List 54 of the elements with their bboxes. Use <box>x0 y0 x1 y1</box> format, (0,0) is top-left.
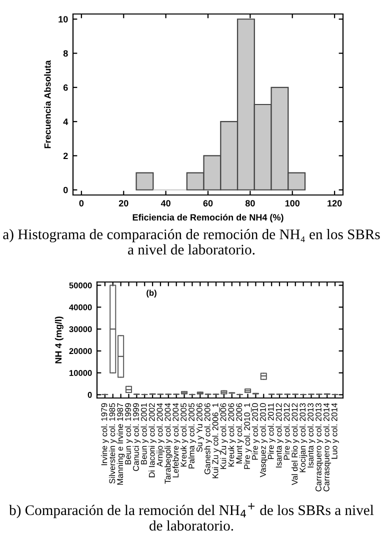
y-axis-title: NH 4 (mg/l) <box>54 316 64 364</box>
x-tick-label: Ganesh y col. 2006 <box>204 403 212 474</box>
y-tick-label: 20000 <box>69 348 92 354</box>
x-tick-label: Di Iaconi y col. 2002 <box>148 403 156 478</box>
x-tick-label: Carrasquero y col. 2013 <box>315 403 324 492</box>
annotation: (b) <box>146 290 156 298</box>
y-tick-label: 6 <box>63 84 68 91</box>
x-tick-label: Silverstein y col. 1985 <box>108 403 117 484</box>
x-tick-label: 120 <box>328 200 342 206</box>
y-tick-label: 8 <box>63 50 68 57</box>
x-tick-label: Kreuk y col. 2006 <box>228 403 236 467</box>
x-tick-label: 80 <box>245 200 255 206</box>
y-tick-label: 10000 <box>69 370 92 376</box>
x-tick-label: Irvine y col. 1979 <box>101 403 109 466</box>
x-tick-label: Val del Rio y col. 2012 <box>292 403 300 486</box>
x-tick-label: Beun y col. 1999 <box>124 403 133 464</box>
text: a) Histograma de comparación de remoción de NH₄ en los SBRs a nivel de laboratorio. <box>3 229 380 255</box>
x-tick-label: 60 <box>203 200 213 206</box>
x-tick-label: Pire y col. 2010 <box>252 403 260 460</box>
x-tick-label: Beun y col. 2001 <box>140 403 148 464</box>
x-tick-label: 20 <box>118 200 128 206</box>
x-tick-label: Palma y col. 2005 <box>188 403 196 468</box>
x-tick-label: Kreuk y col. 2005 <box>180 403 188 467</box>
y-tick-label: 2 <box>63 152 68 159</box>
x-tick-label: Carrasquero y col. 2014 <box>323 403 332 492</box>
y-tick-label: 4 <box>63 118 68 125</box>
y-tick-label: 10 <box>58 16 68 22</box>
x-tick-label: 100 <box>285 200 300 206</box>
x-tick-label: Kocijan y col. 2013 <box>299 403 308 472</box>
x-tick-label: Pire y col. 2010_1 <box>244 403 252 469</box>
x-tick-label: Lefebvre y col. 2004 <box>172 403 180 478</box>
x-tick-label: Kui Zu y col. 2006_1 <box>212 403 220 478</box>
x-tick-label: Manning e Irvine 1987 <box>116 403 125 485</box>
x-tick-label: Isanta y col. 2013 <box>307 403 316 468</box>
y-tick-label: 0 <box>63 186 68 194</box>
x-tick-label: Isanta y col. 2012 <box>276 403 284 468</box>
x-tick-label: Canuci y col. 1999 <box>132 403 141 471</box>
y-tick-label: 50000 <box>69 282 92 288</box>
x-tick-label: Munt y col. 2006 <box>236 403 244 464</box>
x-tick-label: Vasquez y col. 2010 <box>260 403 268 478</box>
y-tick-label: 40000 <box>69 304 92 310</box>
y-axis-title: Frecuencia Absoluta <box>44 60 51 148</box>
text: b) Comparación de la remoción del NH$_{4}$$^{+}$ de los SBRs a nivel de laboratorio. <box>9 503 374 531</box>
x-tick-label: Kui Zu y col. 2006 <box>220 403 228 469</box>
x-tick-label: Arnijo y col. 2004 <box>156 403 164 467</box>
y-tick-label: 0 <box>88 392 92 398</box>
y-tick-label: 30000 <box>69 326 92 332</box>
x-tick-label: Pire y col. 2011 <box>268 403 276 459</box>
x-tick-label: Pire y col. 2012 <box>284 403 292 460</box>
x-tick-label: 40 <box>160 200 170 206</box>
x-tick-label: Luo y col. 2014 <box>331 403 339 459</box>
x-axis-title: Eficiencia de Remoción de NH4 (%) <box>132 214 284 222</box>
x-tick-label: Su y Yu 2006 <box>196 403 204 452</box>
x-tick-label: Tarabegoli y col. 2004 <box>164 403 172 484</box>
